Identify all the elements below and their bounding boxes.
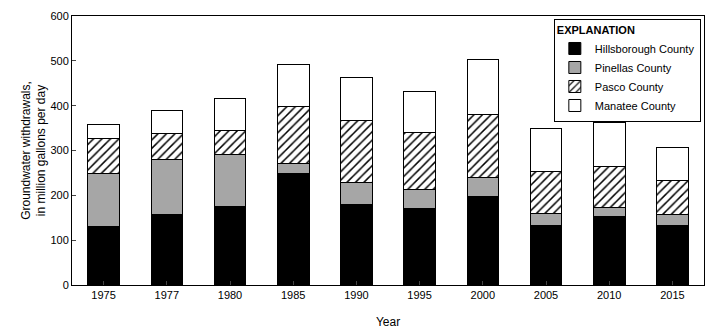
svg-text:500: 500 — [50, 55, 68, 67]
svg-text:2010: 2010 — [597, 289, 621, 301]
svg-text:Hillsborough County: Hillsborough County — [595, 43, 695, 55]
svg-text:Pinellas County: Pinellas County — [595, 62, 672, 74]
svg-text:Year: Year — [376, 315, 400, 329]
svg-text:Manatee County: Manatee County — [595, 100, 676, 112]
svg-text:600: 600 — [50, 10, 68, 22]
svg-text:2000: 2000 — [471, 289, 495, 301]
svg-text:1975: 1975 — [91, 289, 115, 301]
svg-text:1977: 1977 — [155, 289, 179, 301]
svg-text:400: 400 — [50, 100, 68, 112]
svg-text:1995: 1995 — [407, 289, 431, 301]
svg-text:100: 100 — [50, 234, 68, 246]
svg-text:Groundwater withdrawals,in mil: Groundwater withdrawals,in million gallo… — [19, 81, 49, 220]
svg-text:200: 200 — [50, 189, 68, 201]
svg-text:1990: 1990 — [344, 289, 368, 301]
svg-text:1980: 1980 — [218, 289, 242, 301]
svg-text:0: 0 — [63, 279, 69, 291]
svg-text:2005: 2005 — [534, 289, 558, 301]
svg-text:1985: 1985 — [281, 289, 305, 301]
svg-text:EXPLANATION: EXPLANATION — [557, 24, 635, 36]
svg-text:Pasco County: Pasco County — [595, 81, 664, 93]
svg-text:2015: 2015 — [660, 289, 684, 301]
svg-text:300: 300 — [50, 144, 68, 156]
